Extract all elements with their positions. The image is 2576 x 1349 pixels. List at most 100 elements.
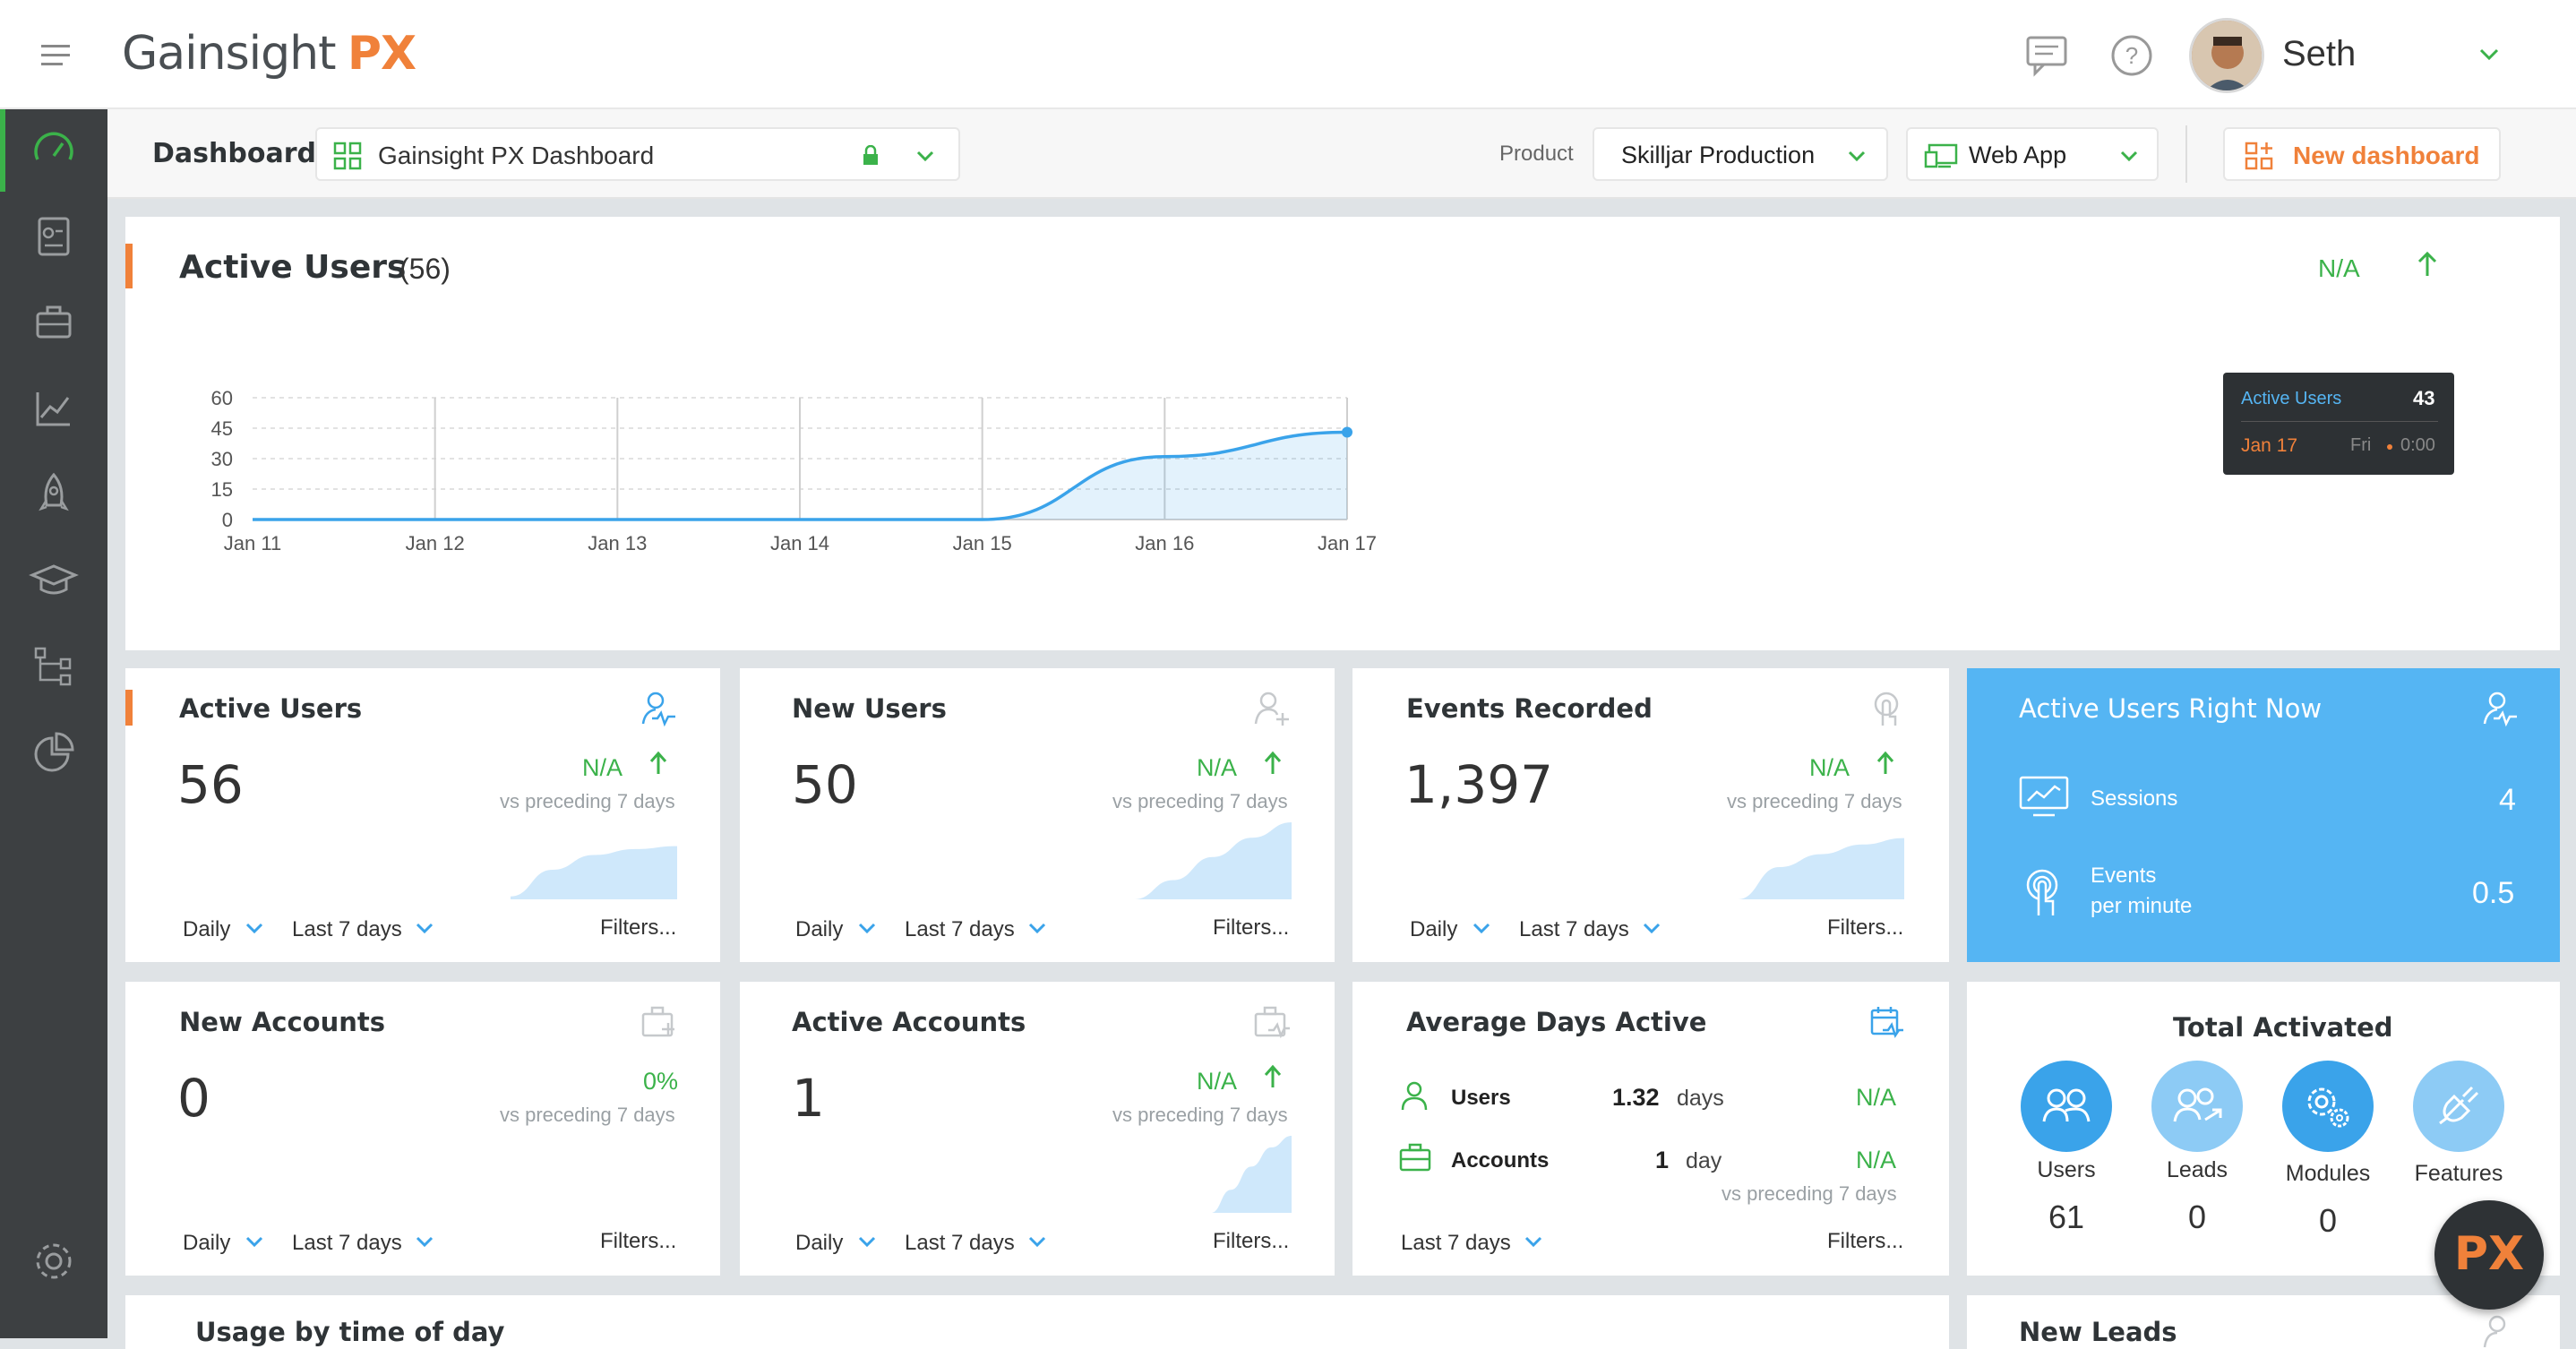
activated-leads-button[interactable] <box>2151 1061 2243 1152</box>
modules-gear-icon <box>2307 1087 2349 1128</box>
date-range-dropdown[interactable]: Last 7 days <box>905 917 1015 941</box>
frequency-dropdown[interactable]: Daily <box>795 1231 844 1255</box>
comparison-label: vs preceding 7 days <box>1112 1104 1288 1126</box>
date-range-dropdown[interactable]: Last 7 days <box>1519 917 1629 941</box>
monitor-icon <box>1924 142 1960 170</box>
comparison-label: vs preceding 7 days <box>1727 790 1902 812</box>
chevron-down-icon[interactable] <box>1643 923 1661 933</box>
y-tick-label: 60 <box>211 387 233 409</box>
chevron-down-icon[interactable] <box>858 1236 876 1247</box>
chevron-down-icon[interactable] <box>1028 923 1046 933</box>
x-tick-label: Jan 13 <box>588 532 647 554</box>
events-touch-icon <box>2022 867 2064 917</box>
leads-group-icon <box>2173 1087 2222 1122</box>
frequency-dropdown[interactable]: Daily <box>1410 917 1458 941</box>
menu-icon[interactable] <box>41 43 72 66</box>
dashboard-selector[interactable]: Gainsight PX Dashboard <box>315 127 960 181</box>
tooltip-day: Fri <box>2350 435 2372 455</box>
user-name[interactable]: Seth <box>2282 34 2357 73</box>
chevron-down-icon[interactable] <box>245 1236 263 1247</box>
active-users-right-now-card: Active Users Right Now Sessions 4 Events… <box>1967 668 2560 962</box>
avatar[interactable] <box>2189 18 2264 93</box>
frequency-dropdown[interactable]: Daily <box>183 1231 231 1255</box>
active-users-line <box>252 430 1348 521</box>
add-grid-icon <box>2245 142 2273 170</box>
chevron-down-icon[interactable] <box>1524 1236 1542 1247</box>
chevron-down-icon[interactable] <box>858 923 876 933</box>
chevron-down-icon[interactable] <box>1028 1236 1046 1247</box>
tooltip-time: 0:00 <box>2400 435 2435 455</box>
active-users-card: Active Users 56 N/A vs preceding 7 days … <box>125 668 720 962</box>
briefcase-icon[interactable] <box>27 296 81 349</box>
journey-tree-icon[interactable] <box>27 640 81 693</box>
activated-features-button[interactable] <box>2413 1061 2504 1152</box>
events-label: Events <box>2091 864 2157 888</box>
accounts-briefcase-icon <box>1399 1143 1431 1172</box>
app-select[interactable]: Web App <box>1906 127 2159 181</box>
frequency-dropdown[interactable]: Daily <box>183 917 231 941</box>
app-logo[interactable]: Gainsight PX <box>122 27 416 81</box>
date-range-dropdown[interactable]: Last 7 days <box>1401 1231 1511 1255</box>
rocket-icon[interactable] <box>27 468 81 521</box>
chart-tooltip: Active Users 43 Jan 17 Fri 0:00 <box>2223 373 2454 475</box>
activated-modules-button[interactable] <box>2282 1061 2374 1152</box>
user-menu-chevron-icon[interactable] <box>2479 48 2499 61</box>
date-range-dropdown[interactable]: Last 7 days <box>292 917 402 941</box>
chevron-down-icon <box>1847 150 1867 163</box>
metric-value: 1 <box>792 1068 825 1129</box>
users-trend: N/A <box>1856 1084 1897 1111</box>
sparkline-area <box>1738 838 1904 899</box>
activated-users-button[interactable] <box>2021 1061 2112 1152</box>
grid-icon <box>333 142 362 170</box>
app-value: Web App <box>1969 142 2067 168</box>
activated-leads-value: 0 <box>2187 1199 2207 1235</box>
activated-modules-value: 0 <box>2318 1202 2338 1239</box>
help-icon[interactable]: ? <box>2110 34 2153 77</box>
chevron-down-icon[interactable] <box>416 1236 434 1247</box>
x-tick-label: Jan 11 <box>224 532 281 554</box>
svg-text:?: ? <box>2125 42 2138 69</box>
card-accent-bar <box>125 690 133 726</box>
page-title: Dashboard <box>152 138 316 169</box>
px-help-badge[interactable]: PX <box>2434 1200 2544 1310</box>
filters-link[interactable]: Filters... <box>1213 1229 1290 1253</box>
chat-icon[interactable] <box>2024 34 2069 77</box>
date-range-dropdown[interactable]: Last 7 days <box>292 1231 402 1255</box>
pie-chart-icon[interactable] <box>27 726 81 779</box>
product-select[interactable]: Skilljar Production <box>1593 127 1888 181</box>
card-title: New Accounts <box>179 1007 385 1037</box>
x-tick-label: Jan 17 <box>1318 532 1377 554</box>
graduation-cap-icon[interactable] <box>27 554 81 607</box>
usage-by-time-card: Usage by time of day <box>125 1295 1949 1349</box>
filters-link[interactable]: Filters... <box>600 915 677 940</box>
product-label: Product <box>1499 142 1574 166</box>
new-dashboard-button[interactable]: New dashboard <box>2223 127 2501 181</box>
filters-link[interactable]: Filters... <box>600 1229 677 1253</box>
people-list-icon[interactable] <box>27 210 81 263</box>
average-days-active-card: Average Days Active Users 1.32 days N/A … <box>1352 982 1949 1276</box>
card-title: Active Accounts <box>792 1007 1026 1037</box>
features-plug-icon <box>2439 1086 2479 1125</box>
toolbar-divider <box>2185 125 2187 183</box>
date-range-dropdown[interactable]: Last 7 days <box>905 1231 1015 1255</box>
analytics-icon[interactable] <box>27 382 81 435</box>
accounts-trend: N/A <box>1856 1147 1897 1173</box>
accounts-label: Accounts <box>1451 1148 1550 1173</box>
chevron-down-icon[interactable] <box>245 923 263 933</box>
sidebar-active-indicator <box>0 109 5 192</box>
dashboard-icon[interactable] <box>27 124 81 177</box>
new-accounts-card: New Accounts 0 0% vs preceding 7 days Da… <box>125 982 720 1276</box>
settings-gear-icon[interactable] <box>27 1234 81 1288</box>
trend-up-arrow-icon <box>648 751 668 776</box>
dashboard-name: Gainsight PX Dashboard <box>378 142 655 169</box>
filters-link[interactable]: Filters... <box>1213 915 1290 940</box>
users-avg-days-value: 1.32 <box>1612 1084 1660 1111</box>
filters-link[interactable]: Filters... <box>1827 1229 1904 1253</box>
add-lead-icon <box>2483 1313 2519 1349</box>
chevron-down-icon[interactable] <box>416 923 434 933</box>
frequency-dropdown[interactable]: Daily <box>795 917 844 941</box>
sessions-label: Sessions <box>2091 786 2178 811</box>
filters-link[interactable]: Filters... <box>1827 915 1904 940</box>
chevron-down-icon[interactable] <box>1473 923 1490 933</box>
